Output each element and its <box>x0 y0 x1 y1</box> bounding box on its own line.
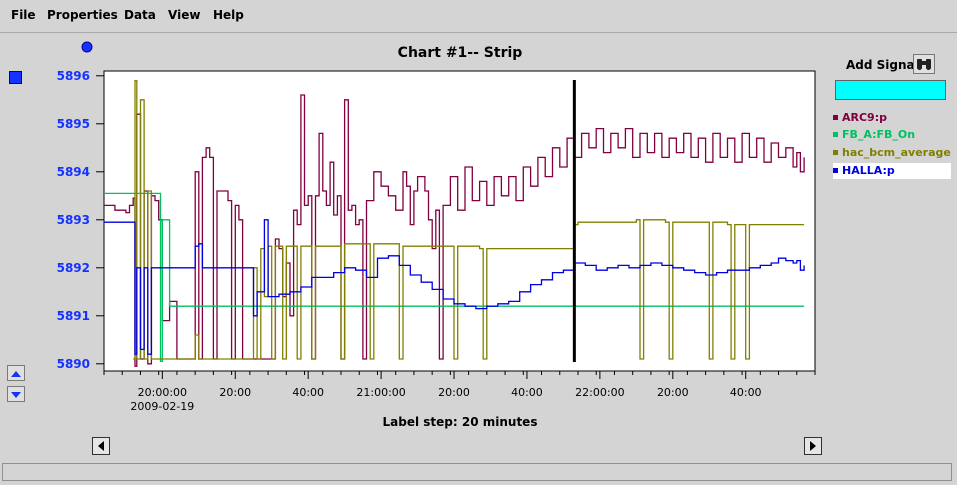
menu-view[interactable]: View <box>168 8 201 22</box>
y-tick-label: 5890 <box>57 357 90 371</box>
add-signal-button[interactable] <box>913 54 935 74</box>
scroll-left-button[interactable] <box>92 437 110 455</box>
y-tick-label: 5893 <box>57 213 90 227</box>
y-tick-label: 5896 <box>57 69 90 83</box>
chart-title: Chart #1-- Strip <box>398 45 523 61</box>
triangle-left-icon <box>98 441 104 451</box>
series-line-arc9-p <box>104 94 805 367</box>
legend-swatch <box>833 115 838 120</box>
legend-item-arc9[interactable]: ARC9:p <box>833 110 951 126</box>
scroll-down-button[interactable] <box>7 386 25 402</box>
legend-swatch <box>833 168 838 173</box>
x-tick-label: 40:00 <box>730 386 762 399</box>
legend-swatch <box>833 150 838 155</box>
menu-properties[interactable]: Properties <box>47 8 118 22</box>
legend-label: HALLA:p <box>842 164 895 177</box>
add-signal-label: Add Signal <box>846 58 919 72</box>
x-tick-sublabel: 2009-02-19 <box>130 400 194 413</box>
scroll-up-button[interactable] <box>7 365 25 381</box>
y-tick-label: 5894 <box>57 165 90 179</box>
triangle-up-icon <box>11 371 21 377</box>
triangle-right-icon <box>810 441 816 451</box>
menu-help[interactable]: Help <box>213 8 244 22</box>
x-tick-label: 22:00:00 <box>575 386 624 399</box>
plot-area <box>103 70 816 372</box>
legend-label: FB_A:FB_On <box>842 128 916 141</box>
legend-item-hac-bcm[interactable]: hac_bcm_average <box>833 145 951 161</box>
menu-data[interactable]: Data <box>124 8 156 22</box>
y-tick-label: 5892 <box>57 261 90 275</box>
status-bar <box>2 463 952 481</box>
time-marker-icon <box>81 41 93 53</box>
x-tick-label: 40:00 <box>292 386 324 399</box>
x-axis-label: Label step: 20 minutes <box>383 415 538 429</box>
binoculars-icon <box>917 59 931 70</box>
y-tick-label: 5891 <box>57 309 90 323</box>
menu-file[interactable]: File <box>11 8 36 22</box>
signal-input[interactable] <box>835 80 946 100</box>
scroll-right-button[interactable] <box>804 437 822 455</box>
x-tick-label: 40:00 <box>511 386 543 399</box>
axis-color-button[interactable] <box>9 71 22 84</box>
series-line-hac-bcm-average <box>133 79 805 360</box>
x-tick-label: 20:00 <box>219 386 251 399</box>
series-group <box>104 79 805 367</box>
legend-item-fb-a[interactable]: FB_A:FB_On <box>833 127 951 143</box>
series-line-fb-a-fb-on <box>104 192 805 363</box>
x-tick-label: 20:00 <box>438 386 470 399</box>
x-tick-label: 20:00:00 <box>138 386 187 399</box>
legend-item-halla[interactable]: HALLA:p <box>833 163 951 179</box>
legend-label: ARC9:p <box>842 111 887 124</box>
legend-swatch <box>833 132 838 137</box>
triangle-down-icon <box>11 392 21 398</box>
x-tick-label: 20:00 <box>657 386 689 399</box>
y-tick-label: 5895 <box>57 117 90 131</box>
menu-bar: File Properties Data View Help <box>0 0 957 33</box>
series-line-halla-p <box>104 219 805 355</box>
legend-label: hac_bcm_average <box>842 146 951 159</box>
x-tick-label: 21:00:00 <box>356 386 405 399</box>
